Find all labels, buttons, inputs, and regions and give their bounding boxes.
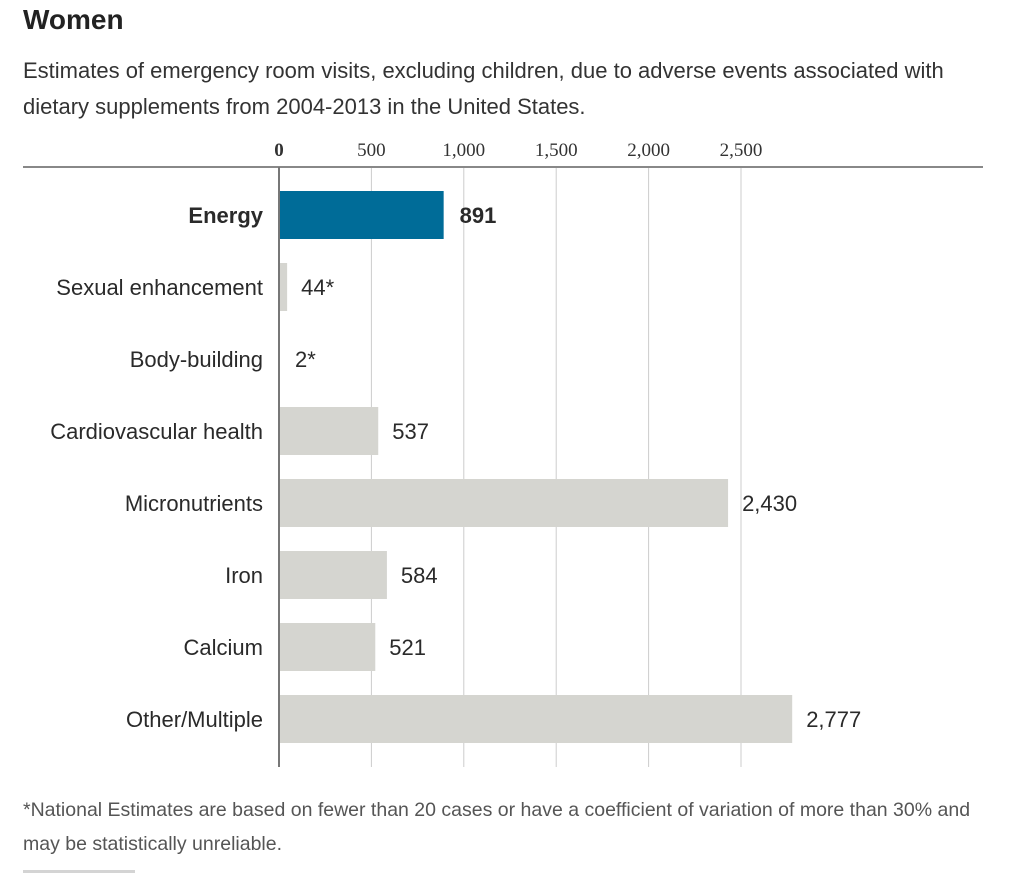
value-label: 2*	[295, 347, 316, 372]
value-label: 2,777	[806, 707, 861, 732]
value-label: 521	[389, 635, 426, 660]
bar-chart: 0 500 1,000 1,500 2,000 2,500 Energy 891 Sexual …	[23, 140, 983, 767]
category-label: Cardiovascular health	[50, 419, 263, 444]
bar	[279, 695, 793, 743]
footer-divider	[23, 870, 135, 873]
x-tick-label: 1,500	[535, 140, 578, 161]
value-label: 584	[401, 563, 438, 588]
category-label: Other/Multiple	[126, 707, 263, 732]
category-label: Iron	[225, 563, 263, 588]
bar	[279, 623, 376, 671]
value-label: 44*	[301, 275, 334, 300]
value-label: 2,430	[742, 491, 797, 516]
category-label: Calcium	[184, 635, 263, 660]
chart-title: Women	[23, 4, 124, 35]
x-tick-label: 500	[357, 140, 386, 161]
chart-subtitle: Estimates of emergency room visits, excl…	[23, 58, 944, 119]
bar	[279, 551, 387, 599]
bar	[279, 407, 379, 455]
x-tick-label: 2,000	[627, 140, 670, 161]
x-tick-label: 2,500	[720, 140, 763, 161]
x-tick-label: 0	[274, 140, 284, 161]
value-label: 537	[392, 419, 429, 444]
value-label: 891	[460, 203, 497, 228]
category-label: Sexual enhancement	[56, 275, 263, 300]
bar	[279, 191, 444, 239]
category-label: Micronutrients	[125, 491, 263, 516]
x-tick-label: 1,000	[442, 140, 485, 161]
bar	[279, 263, 288, 311]
bar	[279, 479, 729, 527]
category-label: Body-building	[130, 347, 263, 372]
footnote: *National Estimates are based on fewer t…	[23, 799, 971, 855]
category-label: Energy	[188, 203, 263, 228]
